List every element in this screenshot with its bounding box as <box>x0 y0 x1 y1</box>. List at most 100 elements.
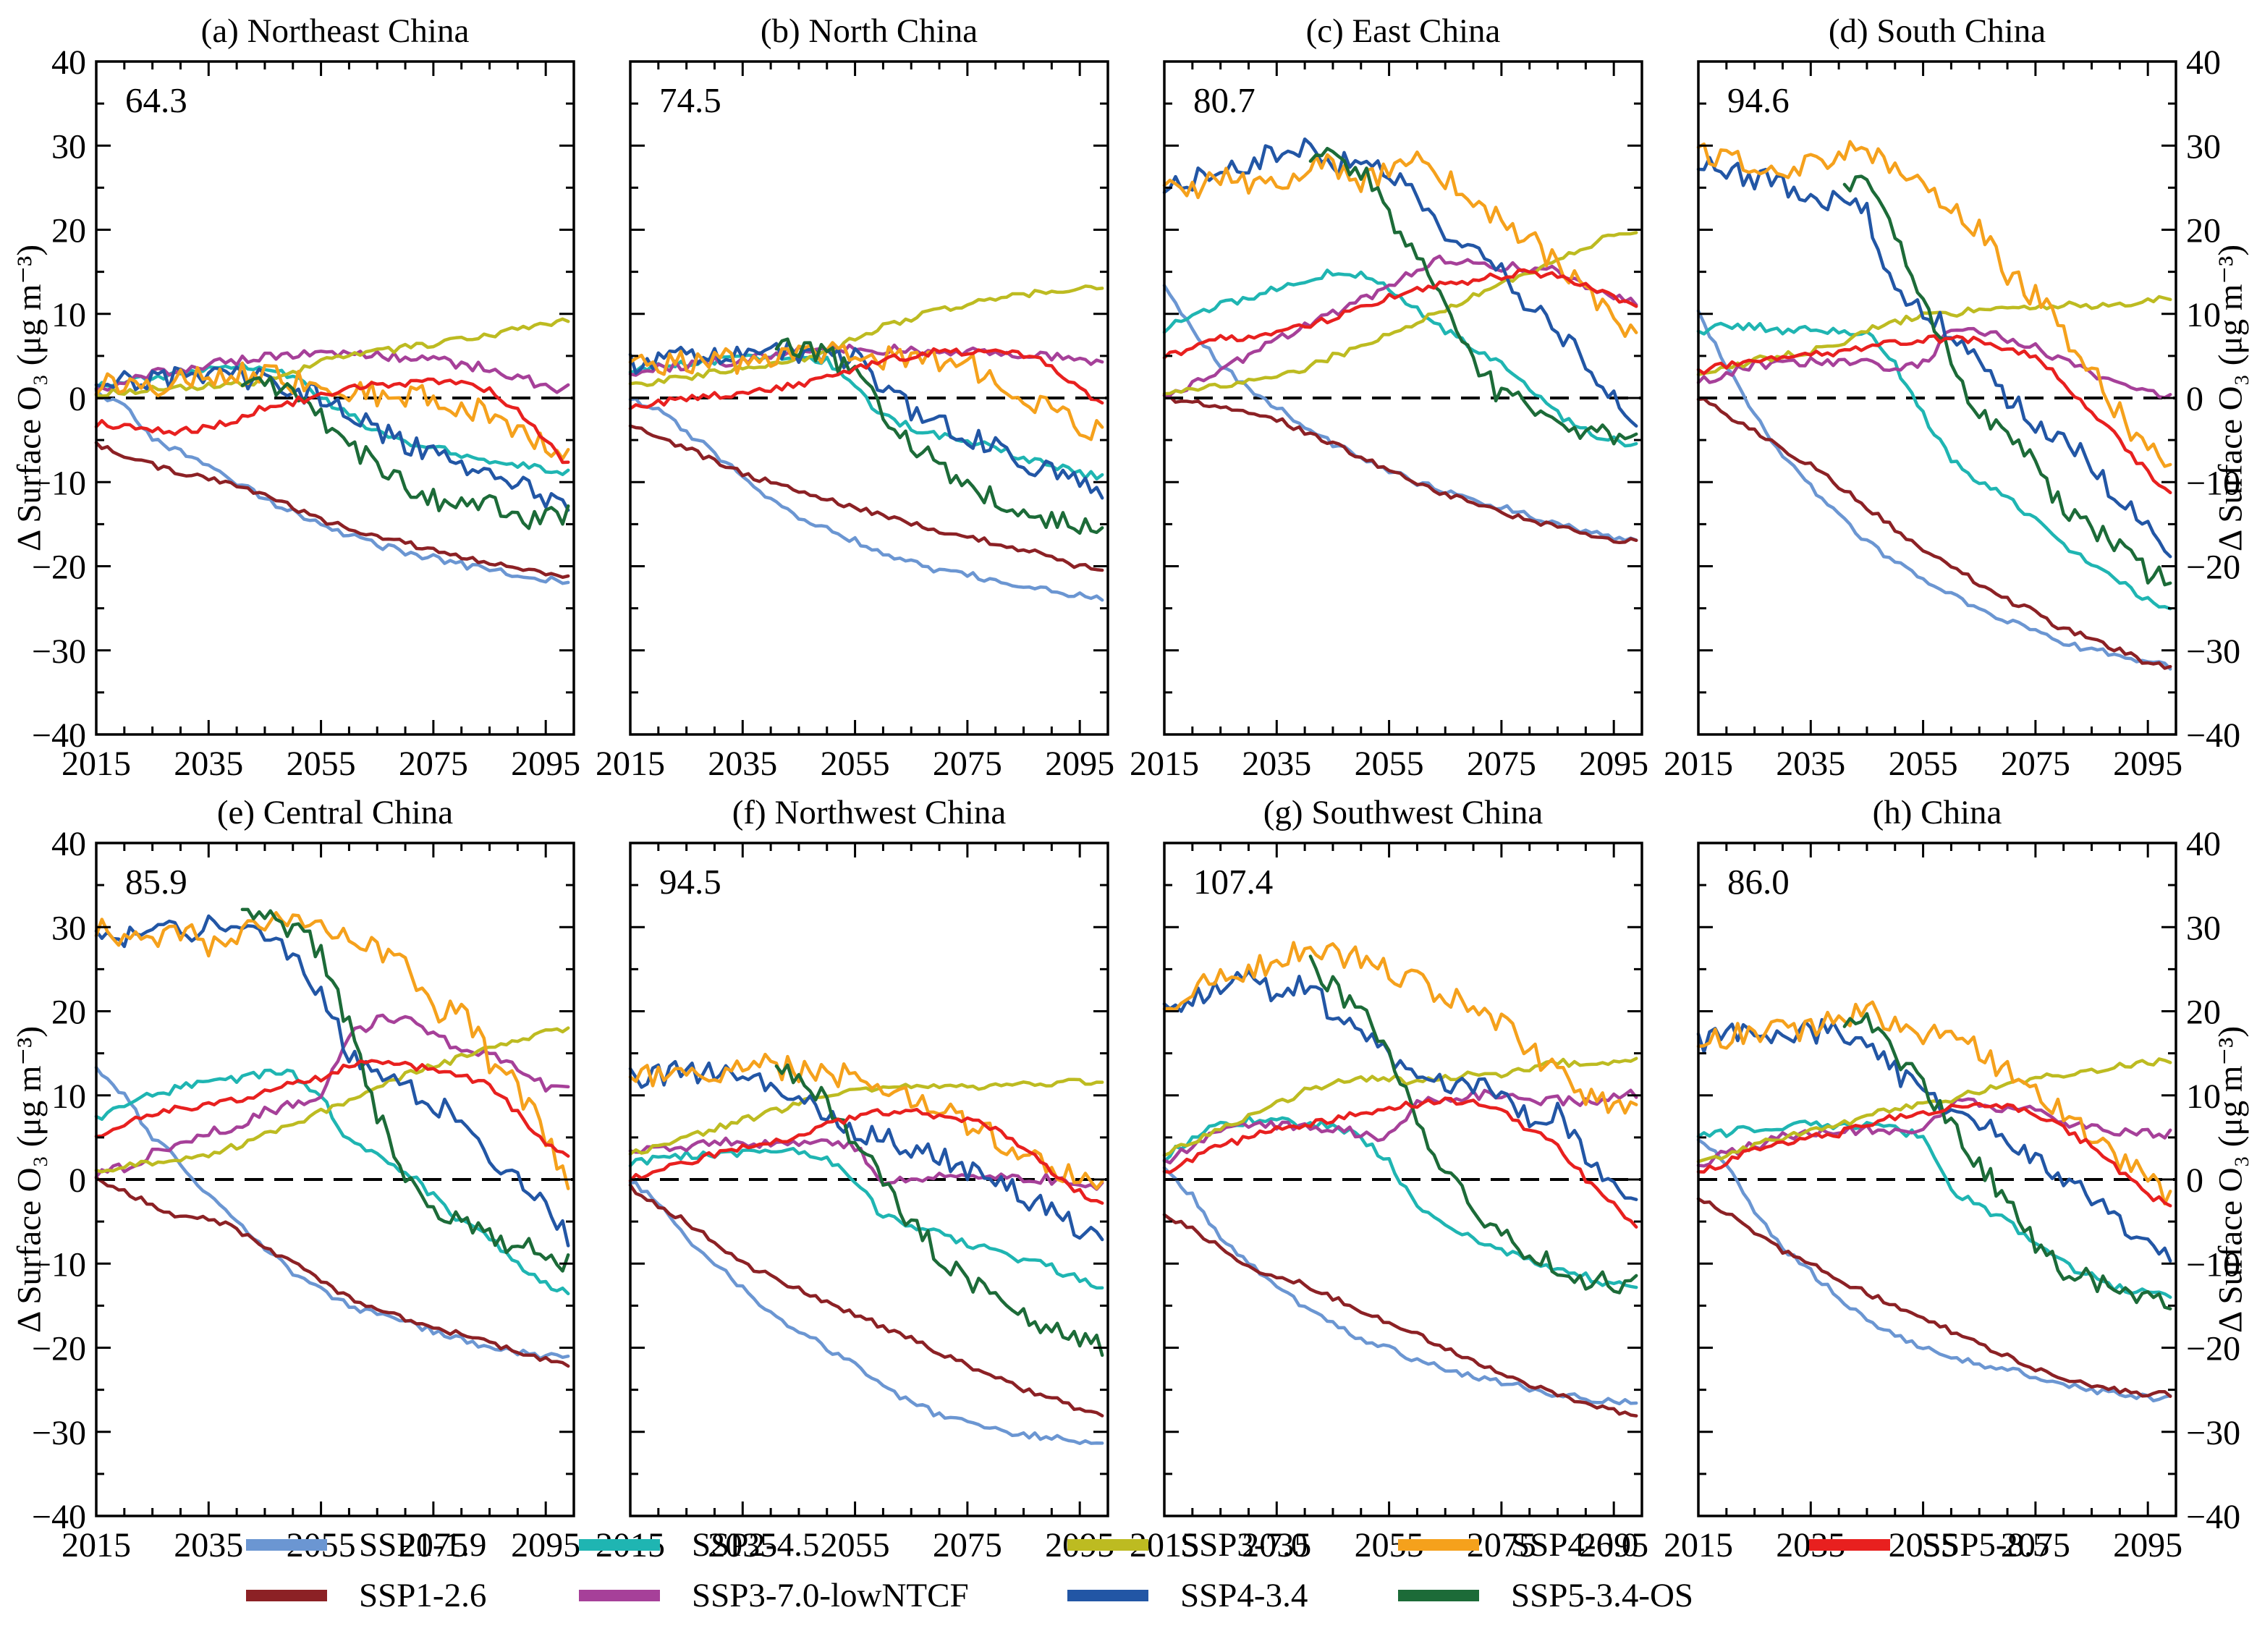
y-tick-label: −10 <box>2186 1245 2240 1284</box>
legend-item-ssp4-6.0: SSP4-6.0 <box>1398 1525 1638 1564</box>
series-line-ssp5-3.4-os <box>1308 954 1638 1295</box>
x-tick-label: 2055 <box>821 1526 890 1564</box>
series-line-ssp1-1.9 <box>628 397 1104 602</box>
series-line-ssp4-6.0 <box>1162 941 1638 1115</box>
series-line-ssp2-4.5 <box>628 352 1104 481</box>
x-tick-label: 2075 <box>933 1526 1002 1564</box>
y-tick-labels-right: 40 30 20 10 0 −10 −20 −30 −40 <box>2186 43 2240 755</box>
legend-item-ssp5-3.4-os: SSP5-3.4-OS <box>1398 1576 1693 1615</box>
legend-item-ssp3-7.0: SSP3-7.0 <box>1067 1525 1308 1564</box>
series-line-ssp4-3.4 <box>94 365 570 512</box>
series-line-ssp4-6.0 <box>1696 140 2172 468</box>
series-line-ssp1-2.6 <box>1696 1197 2172 1398</box>
series-group <box>94 907 570 1368</box>
series-line-ssp1-1.9 <box>628 1180 1104 1446</box>
legend-label: SSP4-3.4 <box>1180 1577 1308 1614</box>
y-tick-label: 10 <box>2186 296 2221 334</box>
y-tick-label: 20 <box>51 212 86 250</box>
y-tick-label: −10 <box>32 1245 86 1284</box>
series-line-ssp4-6.0 <box>628 1052 1104 1190</box>
series-line-ssp5-8.5 <box>628 1107 1104 1205</box>
series-line-ssp4-3.4 <box>628 341 1104 500</box>
series-line-ssp3-7.0 <box>94 317 570 398</box>
legend-swatch <box>579 1539 660 1551</box>
legend-label: SSP5-3.4-OS <box>1511 1577 1694 1614</box>
x-tick-label: 2075 <box>933 745 1002 783</box>
series-line-ssp5-8.5 <box>628 347 1104 410</box>
y-axis-label-left-row1: Δ Surface O₃ (μg m⁻³) <box>10 245 48 551</box>
series-line-ssp4-6.0 <box>1162 150 1638 338</box>
annotation-f: 94.5 <box>659 862 721 902</box>
x-tick-label: 2095 <box>511 745 580 783</box>
series-line-ssp3-7.0 <box>628 1077 1104 1156</box>
x-tick-label: 2095 <box>511 1526 580 1564</box>
x-tick-label: 2075 <box>399 1526 468 1564</box>
series-line-ssp3-7.0 <box>1162 231 1638 396</box>
panel-title-b: (b) North China <box>760 12 978 50</box>
y-tick-label: 0 <box>69 1161 86 1200</box>
y-tick-label: −30 <box>32 632 86 671</box>
x-tick-label: 2035 <box>174 1526 243 1564</box>
axis-ticks <box>629 843 1108 1516</box>
x-tick-label: 2015 <box>1664 745 1733 783</box>
x-tick-label: 2035 <box>174 745 243 783</box>
x-tick-label: 2075 <box>399 745 468 783</box>
series-line-ssp5-3.4-os <box>1842 1012 2172 1310</box>
panel-a-plot: 2015 2035 2055 2075 2095 40 30 20 10 0 −10 −20 −30 −4… <box>32 43 580 783</box>
panel-title-h: (h) China <box>1872 794 2002 831</box>
panel-d-plot: 2015 2035 2055 2075 2095 40 30 20 10 0 −10 −20 −30 −4… <box>1664 43 2240 783</box>
series-line-ssp2-4.5 <box>1696 1119 2172 1299</box>
y-tick-label: 30 <box>2186 909 2221 947</box>
panel-h-plot: 20152035205520752095403020100−10−20−30−4… <box>1664 825 2240 1564</box>
series-group <box>628 284 1104 602</box>
x-tick-label: 2015 <box>596 745 665 783</box>
axis-ticks <box>1697 62 2176 734</box>
x-tick-label: 2095 <box>1045 745 1114 783</box>
y-axis-label-left-row2: Δ Surface O₃ (μg m⁻³) <box>10 1026 48 1333</box>
series-line-ssp1-2.6 <box>1162 394 1638 545</box>
panel-title-d: (d) South China <box>1828 12 2046 50</box>
panel-d-south-china: 2015 2035 2055 2075 2095 40 30 20 10 0 −10 −20 −30 −4… <box>1664 43 2240 783</box>
series-line-ssp5-3.4-os <box>240 907 570 1273</box>
legend-swatch <box>246 1539 327 1551</box>
y-tick-label: −20 <box>2186 548 2240 587</box>
panel-title-e: (e) Central China <box>216 794 454 831</box>
series-line-ssp4-3.4 <box>94 914 570 1248</box>
y-tick-label: −40 <box>32 1498 86 1536</box>
series-line-ssp3-7.0 <box>94 1026 570 1174</box>
axis-ticks <box>1697 843 2176 1516</box>
series-line-ssp2-4.5 <box>1696 321 2172 611</box>
series-line-ssp4-6.0 <box>1696 1000 2172 1206</box>
series-line-ssp3-7.0-lowntcf <box>1162 254 1638 397</box>
y-tick-label: 20 <box>2186 994 2221 1032</box>
y-tick-label: 10 <box>51 296 86 334</box>
series-group <box>1696 140 2172 671</box>
legend-label: SSP5-8.5 <box>1922 1526 2050 1564</box>
x-tick-label: 2035 <box>1242 745 1311 783</box>
series-line-ssp1-1.9 <box>1162 1166 1638 1406</box>
y-tick-label: −40 <box>2186 716 2240 755</box>
annotation-d: 94.6 <box>1727 80 1790 120</box>
x-tick-label: 2055 <box>821 745 890 783</box>
legend-swatch <box>1067 1590 1148 1601</box>
series-group <box>1162 137 1638 545</box>
y-tick-label: −10 <box>32 464 86 502</box>
y-tick-label: 40 <box>51 43 86 82</box>
series-line-ssp5-3.4-os <box>1842 174 2172 587</box>
series-group <box>1162 941 1638 1418</box>
annotation-b: 74.5 <box>659 80 721 120</box>
x-tick-label: 2055 <box>1355 745 1424 783</box>
series-line-ssp1-1.9 <box>1162 284 1638 543</box>
series-line-ssp1-2.6 <box>628 1183 1104 1418</box>
y-tick-label: 10 <box>2186 1077 2221 1116</box>
legend-item-ssp2-4.5: SSP2-4.5 <box>579 1525 819 1564</box>
panel-c-plot: 2015 2035 2055 2075 2095 <box>1130 60 1648 783</box>
axis-ticks <box>629 62 1108 734</box>
y-tick-label: 40 <box>51 825 86 863</box>
